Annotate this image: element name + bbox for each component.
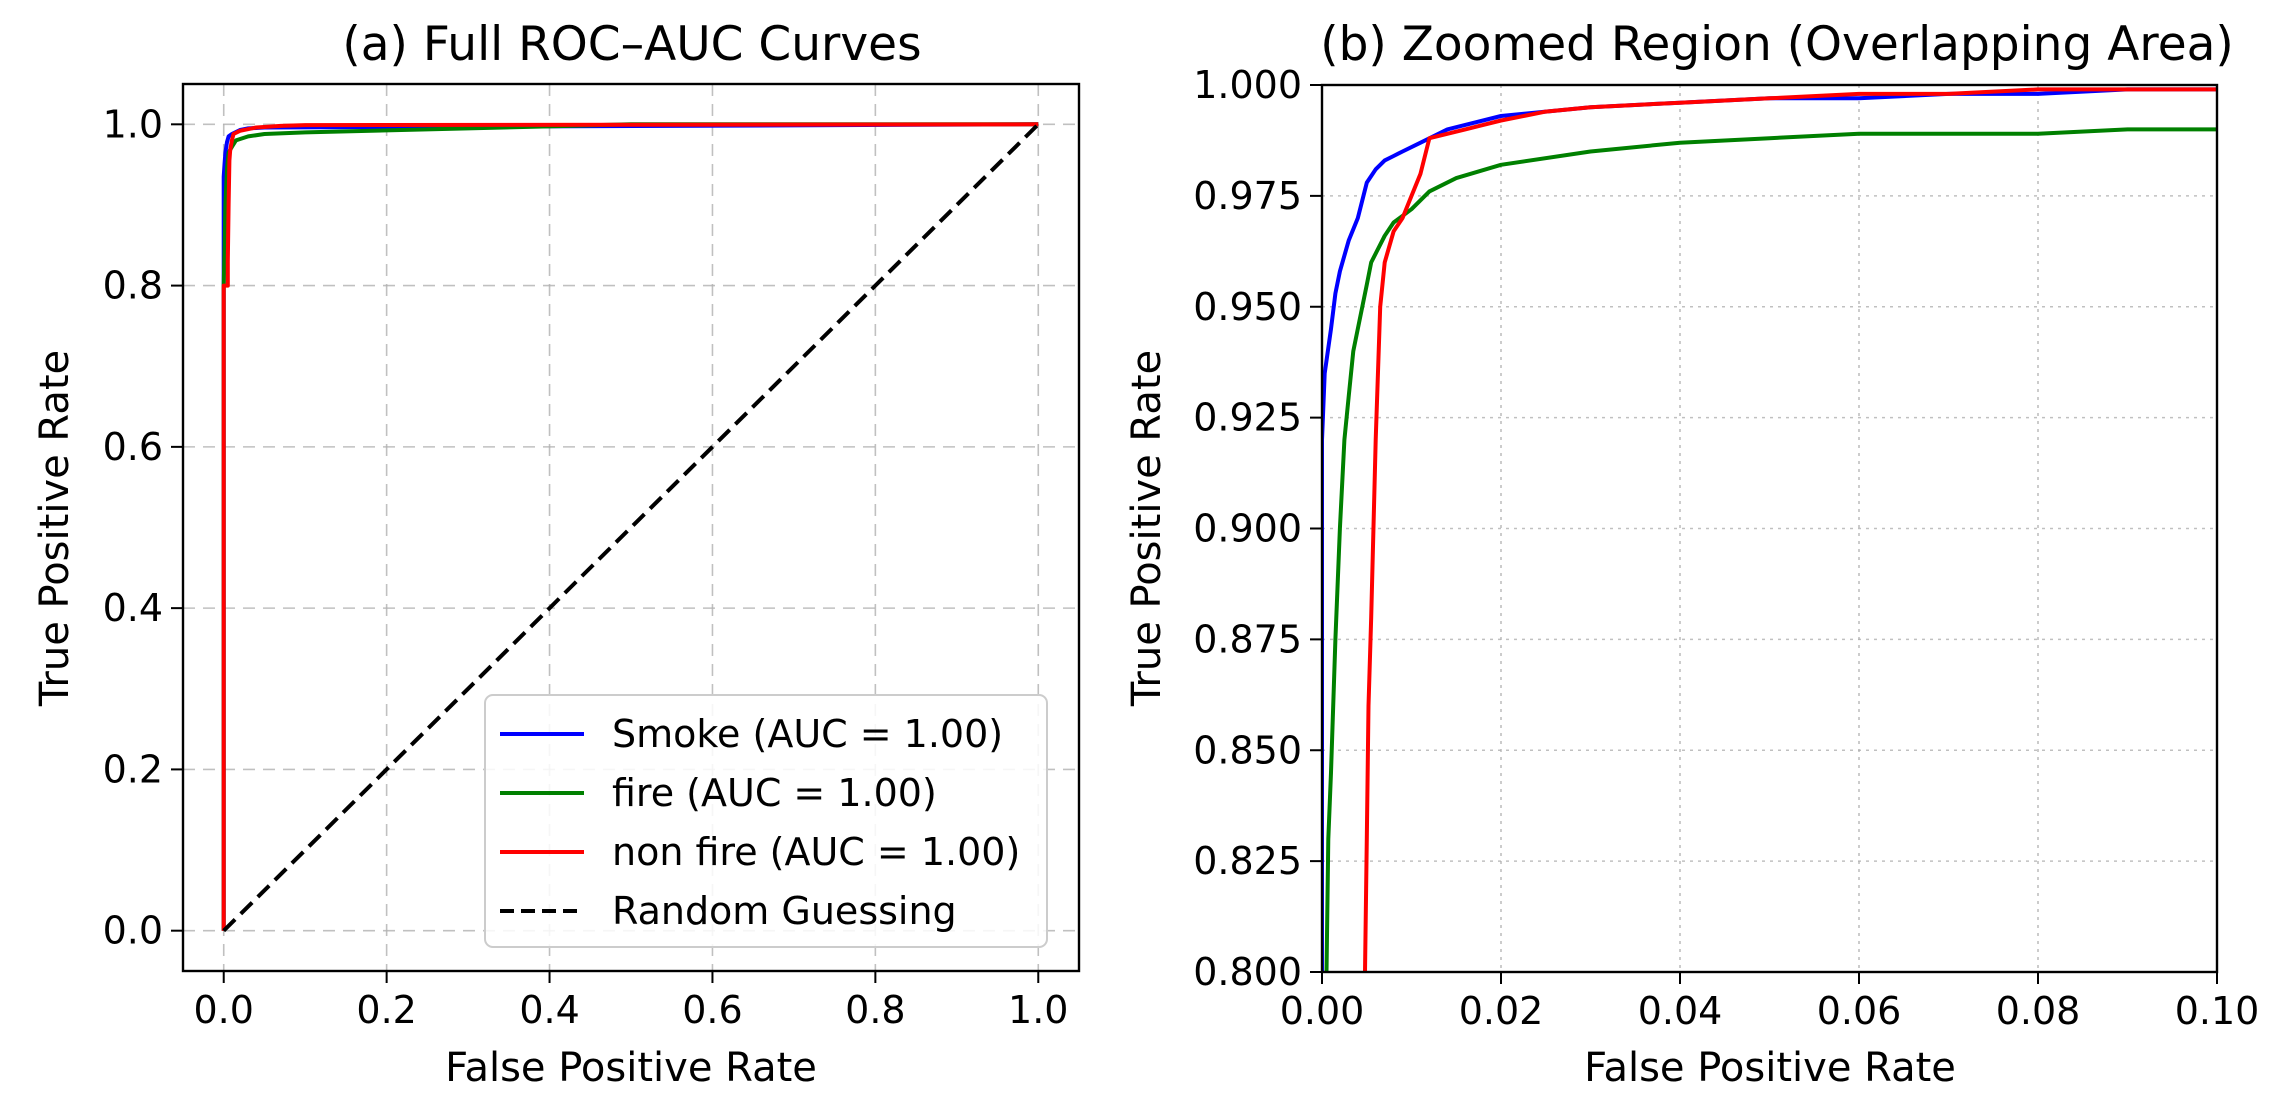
panel-b-ylabel: True Positive Rate: [1124, 350, 1170, 707]
series-line-non-fire: [1363, 87, 2217, 972]
y-tick-label: 0.8: [103, 264, 163, 308]
panel-b-xticks: 0.00 0.02 0.04 0.06 0.08 0.10: [1280, 972, 2260, 1033]
x-tick-label: 1.0: [1008, 988, 1068, 1032]
panel-a-title: (a) Full ROC–AUC Curves: [342, 17, 921, 72]
y-tick-label: 1.0: [103, 102, 163, 146]
x-tick-label: 0.6: [682, 988, 742, 1032]
panel-b-yticks: 0.800 0.825 0.850 0.875 0.900 0.925 0.950 0.975…: [1193, 63, 1322, 994]
panel-b-xlabel: False Positive Rate: [1584, 1045, 1956, 1091]
x-tick-label: 0.8: [845, 988, 905, 1032]
x-tick-label: 0.10: [2175, 989, 2260, 1033]
y-tick-label: 0.2: [103, 747, 163, 791]
series-line-fire: [1324, 127, 2217, 972]
y-tick-label: 0.900: [1193, 507, 1302, 551]
y-tick-label: 0.4: [103, 586, 163, 630]
panel-a: (a) Full ROC–AUC Curves 0.0 0.2 0.4 0.6 0.8 1…: [32, 17, 1081, 1091]
x-tick-label: 0.0: [194, 988, 254, 1032]
x-tick-label: 0.4: [519, 988, 579, 1032]
x-tick-label: 0.04: [1638, 989, 1723, 1033]
series-line-non-fire: [221, 122, 1039, 931]
x-tick-label: 0.08: [1996, 989, 2081, 1033]
y-tick-label: 0.975: [1193, 174, 1302, 218]
legend-label-smoke: Smoke (AUC = 1.00): [612, 712, 1003, 756]
y-tick-label: 0.950: [1193, 285, 1302, 329]
y-tick-label: 0.6: [103, 425, 163, 469]
legend-label-random: Random Guessing: [612, 889, 957, 933]
y-tick-label: 0.0: [103, 909, 163, 953]
legend-box: [484, 694, 1048, 948]
panel-a-frame: [181, 82, 1081, 973]
y-tick-label: 0.825: [1193, 839, 1302, 883]
series-line-fire: [221, 122, 1039, 931]
panel-a-yticks: 0.0 0.2 0.4 0.6 0.8 1.0: [103, 102, 183, 953]
series-line-smoke: [1322, 87, 2217, 972]
panel-b-grid: [1321, 84, 2218, 973]
legend: Smoke (AUC = 1.00) fire (AUC = 1.00) non…: [484, 694, 1048, 948]
y-tick-label: 1.000: [1193, 63, 1302, 107]
panel-a-ylabel: True Positive Rate: [32, 350, 78, 707]
panel-a-xticks: 0.0 0.2 0.4 0.6 0.8 1.0: [194, 971, 1068, 1032]
panel-a-xlabel: False Positive Rate: [445, 1045, 817, 1091]
x-tick-label: 0.06: [1817, 989, 1902, 1033]
y-tick-label: 0.850: [1193, 728, 1302, 772]
legend-label-nonfire: non fire (AUC = 1.00): [612, 830, 1020, 874]
panel-b-title: (b) Zoomed Region (Overlapping Area): [1320, 17, 2234, 72]
legend-label-fire: fire (AUC = 1.00): [612, 771, 937, 815]
y-tick-label: 0.800: [1193, 950, 1302, 994]
panel-b-series: [1322, 87, 2217, 972]
x-tick-label: 0.02: [1459, 989, 1544, 1033]
y-tick-label: 0.925: [1193, 396, 1302, 440]
panel-a-series: [221, 122, 1040, 933]
y-tick-label: 0.875: [1193, 617, 1302, 661]
panel-b: (b) Zoomed Region (Overlapping Area) 0.0…: [1124, 17, 2259, 1091]
x-tick-label: 0.2: [356, 988, 416, 1032]
x-tick-label: 0.00: [1280, 989, 1365, 1033]
